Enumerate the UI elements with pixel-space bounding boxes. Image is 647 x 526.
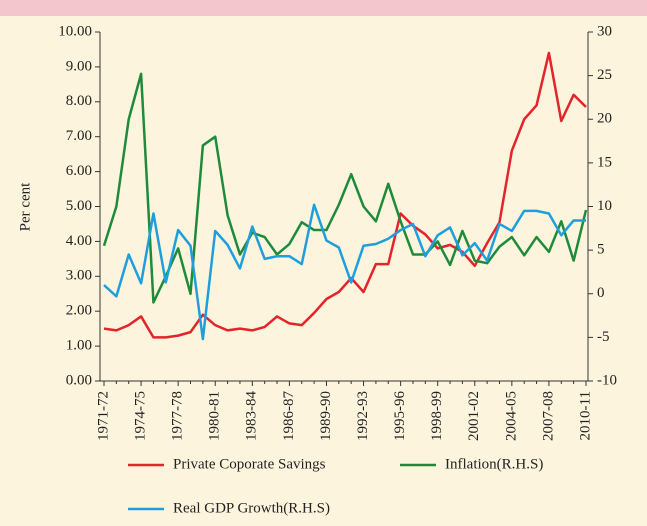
y2-tick-label: -5 bbox=[597, 329, 610, 345]
series-line bbox=[103, 51, 587, 339]
y-tick-label: 0.00 bbox=[66, 372, 92, 388]
y-axis-label: Per cent bbox=[17, 182, 33, 232]
y2-tick-label: 10 bbox=[597, 198, 612, 214]
y2-tick-label: 25 bbox=[597, 67, 612, 83]
series-line bbox=[102, 72, 588, 304]
x-tick-label: 1980-81 bbox=[207, 391, 223, 441]
y-tick-label: 8.00 bbox=[66, 93, 92, 109]
title-bar bbox=[0, 0, 647, 16]
x-tick-label: 2010-11 bbox=[577, 391, 593, 440]
x-tick-label: 1992-93 bbox=[355, 391, 371, 441]
y-tick-label: 2.00 bbox=[66, 303, 92, 319]
y-tick-label: 1.00 bbox=[66, 338, 92, 354]
x-tick-label: 1977-78 bbox=[170, 391, 186, 441]
series-line bbox=[103, 203, 586, 341]
y-tick-label: 5.00 bbox=[66, 198, 92, 214]
x-tick-label: 1971-72 bbox=[95, 391, 111, 441]
y2-tick-label: 15 bbox=[597, 154, 612, 170]
y-tick-label: 7.00 bbox=[66, 128, 92, 144]
y2-tick-label: 30 bbox=[597, 23, 612, 39]
legend-label: Inflation(R.H.S) bbox=[445, 456, 543, 472]
y-tick-label: 4.00 bbox=[66, 233, 92, 249]
legend-label: Real GDP Growth(R.H.S) bbox=[173, 500, 330, 516]
legend-label: Private Coporate Savings bbox=[173, 456, 326, 472]
x-tick-label: 2007-08 bbox=[540, 391, 556, 441]
x-tick-label: 1995-96 bbox=[392, 391, 408, 441]
x-tick-label: 1989-90 bbox=[318, 391, 334, 441]
x-tick-label: 1998-99 bbox=[429, 391, 445, 441]
y2-tick-label: 5 bbox=[597, 242, 605, 258]
y-tick-label: 9.00 bbox=[66, 58, 92, 74]
x-tick-label: 1974-75 bbox=[133, 391, 149, 441]
x-tick-label: 2004-05 bbox=[503, 391, 519, 441]
y-tick-label: 3.00 bbox=[66, 268, 92, 284]
x-tick-label: 1983-84 bbox=[244, 391, 260, 441]
y2-tick-label: -10 bbox=[597, 372, 617, 388]
y-tick-label: 6.00 bbox=[66, 163, 92, 179]
y2-tick-label: 0 bbox=[597, 285, 605, 301]
y2-tick-label: 20 bbox=[597, 111, 612, 127]
x-tick-label: 1986-87 bbox=[281, 391, 297, 441]
x-tick-label: 2001-02 bbox=[466, 391, 482, 441]
y-tick-label: 10.00 bbox=[58, 23, 92, 39]
